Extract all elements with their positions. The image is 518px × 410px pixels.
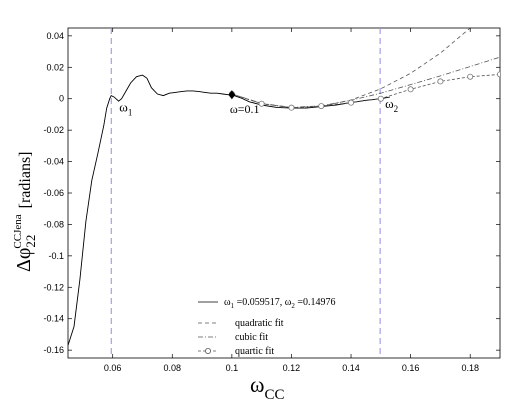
y-tick-label: 0.04	[46, 31, 64, 41]
y-tick-label: 0.02	[46, 62, 64, 72]
x-axis-label: ωCC	[250, 372, 285, 403]
legend: ω1 =0.059517, ω2 =0.14976 quadratic fit …	[198, 297, 335, 357]
series-line-solid	[68, 74, 390, 346]
y-tick-label: -0.06	[43, 188, 64, 198]
x-axis-ticks: 0.06 0.08 0.1 0.12 0.14 0.16 0.18	[104, 28, 479, 373]
y-tick-label: -0.16	[43, 345, 64, 355]
y-tick-label: -0.04	[43, 157, 64, 167]
x-tick-label: 0.18	[461, 363, 479, 373]
y-axis-ticks: -0.16 -0.14 -0.12 -0.1 -0.08 -0.06 -0.04 -0.02 0…	[43, 31, 500, 355]
quartic-point	[348, 99, 355, 106]
legend-quadratic-label: quadratic fit	[235, 318, 284, 329]
plot-area	[67, 27, 501, 359]
y-tick-label: -0.02	[43, 125, 64, 135]
omega2-label: ω2	[385, 96, 398, 114]
omega-0.1-label: ω=0.1	[230, 102, 260, 116]
quartic-point	[497, 71, 500, 78]
omega-0.1-marker	[228, 90, 236, 100]
x-tick-label: 0.06	[104, 363, 122, 373]
quartic-point	[407, 86, 414, 93]
x-tick-label: 0.14	[342, 363, 360, 373]
legend-quartic-marker	[204, 347, 211, 354]
svg-text:Δφ22CCJena[radians]: Δφ22CCJena[radians]	[12, 152, 38, 273]
y-tick-label: -0.1	[48, 251, 64, 261]
legend-cubic-label: cubic fit	[235, 332, 268, 343]
x-tick-label: 0.08	[164, 363, 182, 373]
reference-lines	[110, 28, 381, 358]
legend-solid-label: ω1 =0.059517, ω2 =0.14976	[224, 297, 335, 310]
y-tick-label: -0.08	[43, 219, 64, 229]
legend-quartic-label: quartic fit	[235, 346, 274, 357]
omega1-label: ω1	[119, 99, 132, 117]
x-tick-label: 0.1	[226, 363, 239, 373]
quartic-point	[288, 104, 295, 111]
x-tick-label: 0.12	[283, 363, 301, 373]
y-tick-label: -0.12	[43, 282, 64, 292]
quartic-point	[318, 103, 325, 110]
series-line-dash-circle	[231, 74, 500, 109]
quartic-point	[377, 95, 384, 102]
quartic-point	[467, 73, 474, 80]
y-tick-label: 0	[59, 94, 64, 104]
quartic-point	[258, 100, 265, 107]
y-axis-label: Δφ22CCJena[radians]	[12, 152, 38, 273]
y-tick-label: -0.14	[43, 314, 64, 324]
x-tick-label: 0.16	[402, 363, 420, 373]
quartic-point	[437, 78, 444, 85]
